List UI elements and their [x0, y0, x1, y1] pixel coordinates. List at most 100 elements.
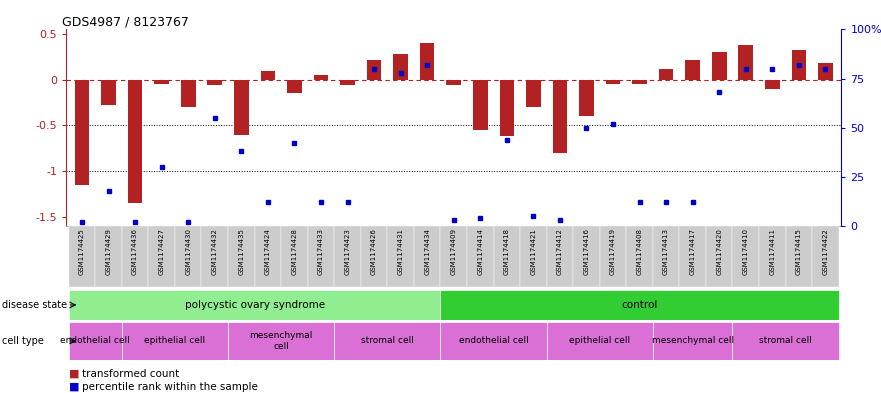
Bar: [574, 226, 600, 287]
Bar: [122, 322, 228, 360]
Bar: [447, 80, 461, 85]
Bar: [128, 80, 143, 203]
Text: GSM1174408: GSM1174408: [637, 228, 642, 275]
Text: cell type: cell type: [2, 336, 44, 346]
Bar: [181, 80, 196, 107]
Text: control: control: [621, 300, 658, 310]
Text: GSM1174417: GSM1174417: [690, 228, 696, 275]
Bar: [388, 226, 414, 287]
Text: GSM1174421: GSM1174421: [530, 228, 537, 275]
Bar: [633, 80, 647, 84]
Text: GSM1174433: GSM1174433: [318, 228, 324, 275]
Bar: [653, 322, 732, 360]
Text: epithelial cell: epithelial cell: [569, 336, 630, 345]
Text: GSM1174424: GSM1174424: [265, 228, 270, 275]
Text: GSM1174432: GSM1174432: [211, 228, 218, 275]
Text: mesenchymal
cell: mesenchymal cell: [249, 331, 313, 351]
Bar: [334, 226, 361, 287]
Bar: [361, 226, 388, 287]
Bar: [526, 80, 541, 107]
Bar: [340, 80, 355, 85]
Text: endothelial cell: endothelial cell: [459, 336, 529, 345]
Bar: [69, 322, 122, 360]
Bar: [712, 52, 727, 80]
Text: epithelial cell: epithelial cell: [144, 336, 205, 345]
Bar: [366, 60, 381, 80]
Text: transformed count: transformed count: [82, 369, 179, 379]
Bar: [600, 226, 626, 287]
Bar: [440, 290, 839, 320]
Bar: [467, 226, 493, 287]
Text: GSM1174410: GSM1174410: [743, 228, 749, 275]
Text: stromal cell: stromal cell: [759, 336, 812, 345]
Bar: [175, 226, 202, 287]
Bar: [679, 226, 706, 287]
Bar: [706, 226, 732, 287]
Bar: [606, 80, 620, 84]
Bar: [207, 80, 222, 85]
Bar: [500, 80, 515, 136]
Text: GSM1174422: GSM1174422: [823, 228, 828, 275]
Bar: [148, 226, 175, 287]
Bar: [685, 60, 700, 80]
Text: GSM1174436: GSM1174436: [132, 228, 138, 275]
Bar: [202, 226, 228, 287]
Bar: [653, 226, 679, 287]
Text: GSM1174428: GSM1174428: [292, 228, 298, 275]
Text: GDS4987 / 8123767: GDS4987 / 8123767: [63, 15, 189, 28]
Bar: [546, 226, 574, 287]
Text: GSM1174426: GSM1174426: [371, 228, 377, 275]
Text: GSM1174430: GSM1174430: [185, 228, 191, 275]
Bar: [440, 322, 546, 360]
Bar: [101, 80, 116, 105]
Text: GSM1174423: GSM1174423: [344, 228, 351, 275]
Bar: [520, 226, 546, 287]
Text: stromal cell: stromal cell: [361, 336, 414, 345]
Bar: [314, 75, 329, 80]
Bar: [765, 80, 780, 89]
Bar: [122, 226, 148, 287]
Bar: [414, 226, 440, 287]
Bar: [738, 45, 753, 80]
Bar: [473, 80, 487, 130]
Bar: [420, 43, 434, 80]
Text: GSM1174435: GSM1174435: [238, 228, 244, 275]
Bar: [546, 322, 653, 360]
Bar: [440, 226, 467, 287]
Bar: [579, 80, 594, 116]
Text: GSM1174431: GSM1174431: [397, 228, 403, 275]
Bar: [307, 226, 334, 287]
Bar: [95, 226, 122, 287]
Text: GSM1174413: GSM1174413: [663, 228, 670, 275]
Text: ■: ■: [69, 369, 79, 379]
Text: percentile rank within the sample: percentile rank within the sample: [82, 382, 258, 392]
Text: GSM1174414: GSM1174414: [478, 228, 484, 275]
Text: GSM1174412: GSM1174412: [557, 228, 563, 275]
Bar: [261, 71, 275, 80]
Text: GSM1174418: GSM1174418: [504, 228, 510, 275]
Bar: [659, 69, 673, 80]
Text: polycystic ovary syndrome: polycystic ovary syndrome: [184, 300, 324, 310]
Bar: [626, 226, 653, 287]
Text: GSM1174420: GSM1174420: [716, 228, 722, 275]
Text: GSM1174425: GSM1174425: [79, 228, 85, 275]
Bar: [759, 226, 786, 287]
Bar: [791, 50, 806, 80]
Bar: [281, 226, 307, 287]
Bar: [812, 226, 839, 287]
Text: ■: ■: [69, 382, 79, 392]
Bar: [732, 226, 759, 287]
Bar: [732, 322, 839, 360]
Bar: [69, 226, 95, 287]
Text: GSM1174409: GSM1174409: [451, 228, 456, 275]
Bar: [75, 80, 89, 185]
Text: GSM1174427: GSM1174427: [159, 228, 165, 275]
Text: GSM1174416: GSM1174416: [583, 228, 589, 275]
Bar: [287, 80, 301, 94]
Text: disease state: disease state: [2, 300, 67, 310]
Bar: [786, 226, 812, 287]
Bar: [493, 226, 520, 287]
Text: GSM1174429: GSM1174429: [106, 228, 112, 275]
Text: GSM1174434: GSM1174434: [424, 228, 430, 275]
Bar: [255, 226, 281, 287]
